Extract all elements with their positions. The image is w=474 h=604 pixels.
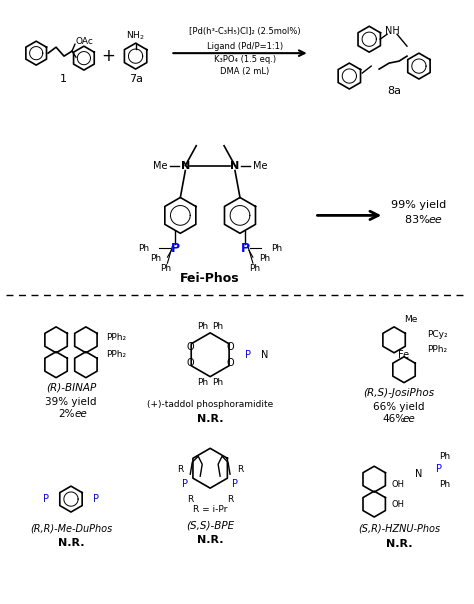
Text: Ph: Ph (271, 244, 282, 252)
Text: K₃PO₄ (1.5 eq.): K₃PO₄ (1.5 eq.) (214, 54, 276, 63)
Text: O: O (226, 342, 234, 352)
Text: N: N (230, 161, 240, 171)
Text: Ph: Ph (138, 244, 149, 252)
Text: N: N (261, 350, 269, 360)
Text: P: P (240, 242, 249, 255)
Text: ee: ee (402, 414, 415, 425)
Text: Ph: Ph (212, 323, 224, 332)
Text: P: P (93, 494, 99, 504)
Text: PPh₂: PPh₂ (427, 345, 447, 355)
Text: PPh₂: PPh₂ (106, 350, 126, 359)
Text: Ph: Ph (197, 323, 208, 332)
Text: 46%: 46% (383, 414, 406, 425)
Text: 83%: 83% (405, 216, 433, 225)
Text: Ph: Ph (439, 480, 450, 489)
Text: Ph: Ph (439, 452, 450, 461)
Text: ee: ee (74, 410, 87, 420)
Text: (+)-taddol phosphoramidite: (+)-taddol phosphoramidite (147, 400, 273, 409)
Text: R: R (227, 495, 233, 504)
Text: Ph: Ph (259, 254, 270, 263)
Text: 2%: 2% (58, 410, 74, 420)
Text: DMA (2 mL): DMA (2 mL) (220, 66, 270, 76)
Text: 8a: 8a (387, 86, 401, 96)
Text: 1: 1 (60, 74, 66, 84)
Text: (R,R)-Me-DuPhos: (R,R)-Me-DuPhos (30, 524, 112, 534)
Text: 99% yield: 99% yield (392, 201, 447, 210)
Text: N.R.: N.R. (197, 535, 223, 545)
Text: (R)-BINAP: (R)-BINAP (46, 382, 96, 393)
Text: NH: NH (385, 26, 400, 36)
Text: R: R (187, 495, 193, 504)
Text: 39% yield: 39% yield (45, 397, 97, 406)
Text: P: P (43, 494, 49, 504)
Text: 66% yield: 66% yield (374, 402, 425, 411)
Text: (R,S)-JosiPhos: (R,S)-JosiPhos (364, 388, 435, 397)
Text: O: O (186, 358, 194, 368)
Text: O: O (186, 342, 194, 352)
Text: +: + (101, 47, 115, 65)
Text: Me: Me (404, 315, 418, 324)
Text: N.R.: N.R. (197, 414, 223, 425)
Text: O: O (226, 358, 234, 368)
Text: OAc: OAc (76, 37, 94, 46)
Text: [Pd(h³-C₃H₅)Cl]₂ (2.5mol%): [Pd(h³-C₃H₅)Cl]₂ (2.5mol%) (189, 27, 301, 36)
Text: Ligand (Pd/P=1:1): Ligand (Pd/P=1:1) (207, 42, 283, 51)
Text: ee: ee (429, 216, 443, 225)
Text: R: R (237, 464, 243, 474)
Text: R: R (177, 464, 183, 474)
Text: OH: OH (391, 500, 404, 509)
Text: Ph: Ph (249, 264, 260, 272)
Text: N.R.: N.R. (386, 539, 412, 549)
Text: P: P (245, 350, 251, 360)
Text: 7a: 7a (128, 74, 143, 84)
Text: OH: OH (391, 480, 404, 489)
Text: NH$_2$: NH$_2$ (126, 30, 145, 42)
Text: PPh₂: PPh₂ (106, 333, 126, 342)
Text: P: P (232, 479, 238, 489)
Text: (S,R)-HZNU-Phos: (S,R)-HZNU-Phos (358, 524, 440, 534)
Text: R = i-Pr: R = i-Pr (193, 504, 228, 513)
Text: N.R.: N.R. (58, 538, 84, 548)
Text: (S,S)-BPE: (S,S)-BPE (186, 521, 234, 531)
Text: P: P (182, 479, 188, 489)
Text: N: N (415, 469, 423, 479)
Text: Ph: Ph (150, 254, 161, 263)
Text: Fei-Phos: Fei-Phos (180, 272, 240, 284)
Text: PCy₂: PCy₂ (427, 330, 447, 339)
Text: P: P (171, 242, 180, 255)
Text: Ph: Ph (160, 264, 171, 272)
Text: Me: Me (253, 161, 267, 171)
Text: Ph: Ph (212, 378, 224, 387)
Text: Fe: Fe (399, 350, 410, 360)
Text: N: N (181, 161, 190, 171)
Text: Me: Me (153, 161, 168, 171)
Text: Ph: Ph (197, 378, 208, 387)
Text: P: P (436, 464, 442, 474)
